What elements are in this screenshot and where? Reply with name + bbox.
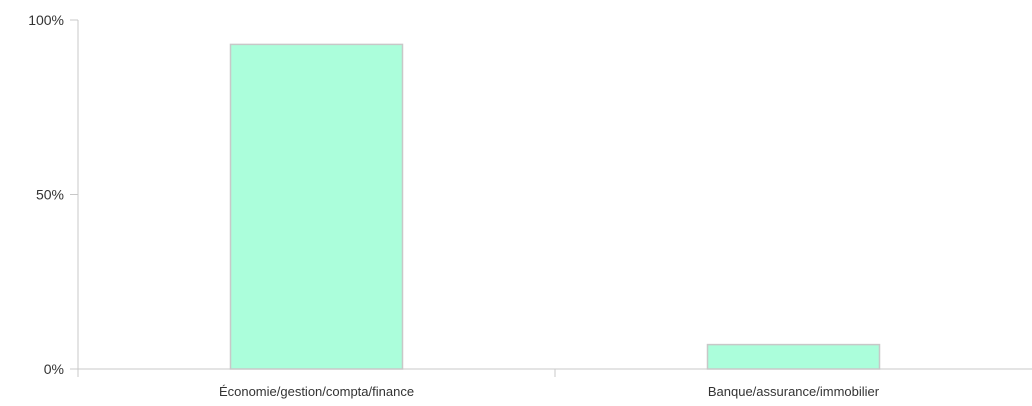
bars-layer <box>229 43 881 370</box>
x-tick-label: Banque/assurance/immobilier <box>708 384 880 399</box>
bar-1 <box>229 43 404 370</box>
y-tick-label: 100% <box>28 12 64 28</box>
y-tick-label: 50% <box>36 187 64 203</box>
x-tick-label: Économie/gestion/compta/finance <box>219 384 414 399</box>
axes-layer <box>70 19 1032 377</box>
labels-layer: 0% 50% 100% Économie/gestion/compta/finance… <box>28 12 880 399</box>
y-tick-label: 0% <box>44 361 64 377</box>
bar-2 <box>706 343 881 370</box>
